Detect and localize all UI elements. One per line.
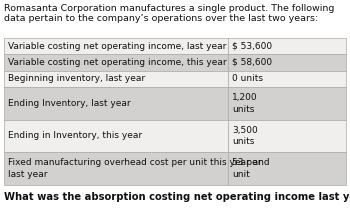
Text: Variable costing net operating income, this year: Variable costing net operating income, t… (8, 58, 227, 67)
Text: 1,200
units: 1,200 units (232, 93, 258, 114)
Bar (228, 152, 346, 185)
Text: Ending in Inventory, this year: Ending in Inventory, this year (8, 131, 142, 141)
Bar (4, 71, 228, 87)
Text: Romasanta Corporation manufactures a single product. The following: Romasanta Corporation manufactures a sin… (4, 4, 334, 13)
Text: 3,500
units: 3,500 units (232, 126, 258, 146)
Text: $ 58,600: $ 58,600 (232, 58, 272, 67)
Bar (4, 120, 228, 152)
Bar (228, 71, 346, 87)
Text: Fixed manufacturing overhead cost per unit this year and
last year: Fixed manufacturing overhead cost per un… (8, 158, 270, 179)
Text: data pertain to the company’s operations over the last two years:: data pertain to the company’s operations… (4, 14, 318, 23)
Text: 0 units: 0 units (232, 74, 263, 83)
Text: 53 per
unit: 53 per unit (232, 158, 261, 179)
Text: What was the absorption costing net operating income last year?: What was the absorption costing net oper… (4, 192, 350, 202)
Text: Variable costing net operating income, last year: Variable costing net operating income, l… (8, 42, 226, 51)
Text: Beginning inventory, last year: Beginning inventory, last year (8, 74, 145, 83)
Bar (4, 87, 228, 120)
Bar (228, 87, 346, 120)
Bar (228, 120, 346, 152)
Bar (4, 38, 228, 54)
Text: Ending Inventory, last year: Ending Inventory, last year (8, 99, 131, 108)
Bar (4, 152, 228, 185)
Text: $ 53,600: $ 53,600 (232, 42, 272, 51)
Bar (4, 54, 228, 71)
Bar (228, 38, 346, 54)
Bar (228, 54, 346, 71)
